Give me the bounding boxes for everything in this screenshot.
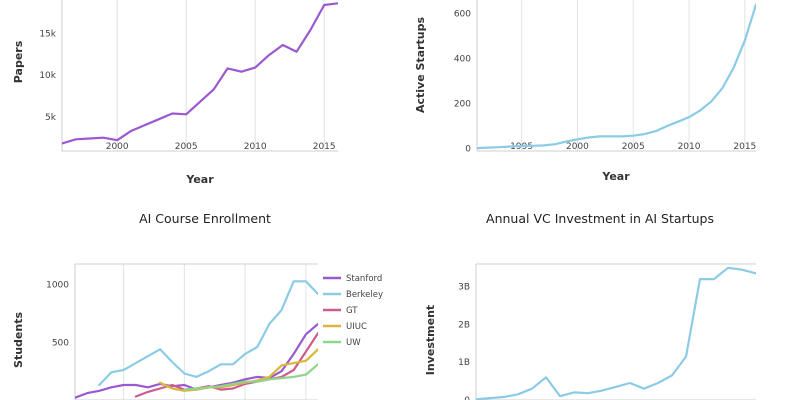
y-tick-label: 1000 (46, 281, 69, 291)
y-tick-label: 400 (454, 55, 471, 65)
y-axis-title: Students (12, 312, 25, 368)
series-line (477, 3, 756, 150)
chart-startups: 1995 2000 2005 2010 20150200400600YearActive… (414, 0, 756, 183)
y-tick-label: 15k (39, 29, 56, 39)
legend-label: GT (346, 306, 358, 316)
y-tick-label: 0 (465, 145, 471, 155)
x-axis-title: Year (601, 170, 630, 183)
y-tick-label: 200 (454, 100, 471, 110)
x-tick-label: 2005 (175, 142, 198, 152)
legend-label: UW (346, 338, 361, 348)
x-tick-label: 2015 (313, 142, 336, 152)
y-tick-label: 0 (464, 396, 470, 400)
y-tick-label: 3B (458, 283, 470, 293)
series-line-stanford (75, 322, 318, 399)
series-line-berkeley (98, 280, 318, 387)
y-tick-label: 5k (45, 113, 57, 123)
legend-label: Stanford (346, 274, 382, 284)
y-tick-label: 10k (39, 71, 56, 81)
series-line-uw (183, 363, 318, 391)
x-tick-label: 2000 (566, 142, 589, 152)
chart-title: Annual VC Investment in AI Startups (486, 211, 714, 226)
series-line (62, 2, 338, 145)
x-tick-label: 2005 (622, 142, 645, 152)
chart-enrollment: 500 1000 Students AI Course Enrollment Stanf… (12, 211, 383, 400)
x-tick-label: 2010 (244, 142, 267, 152)
y-axis-title: Papers (12, 40, 25, 83)
y-tick-label: 2B (458, 320, 470, 330)
legend-label: UIUC (346, 322, 367, 332)
y-axis-title: Investment (424, 305, 437, 375)
x-tick-label: 2000 (106, 142, 129, 152)
y-tick-label: 500 (52, 338, 69, 348)
chart-vc: 0 1B 2B 3B Investment Annual VC Investment in… (424, 211, 756, 400)
x-axis-title: Year (185, 173, 214, 186)
y-tick-label: 600 (454, 10, 471, 20)
series-line (476, 266, 756, 400)
y-axis-title: Active Startups (414, 17, 427, 114)
y-tick-label: 1B (458, 358, 470, 368)
x-tick-label: 2015 (733, 142, 756, 152)
chart-papers: 2000 2005 2010 2015 5k 10k 15k Year Papers (12, 0, 338, 186)
legend-label: Berkeley (346, 290, 383, 300)
x-tick-label: 2010 (678, 142, 701, 152)
chart-title: AI Course Enrollment (139, 211, 271, 226)
